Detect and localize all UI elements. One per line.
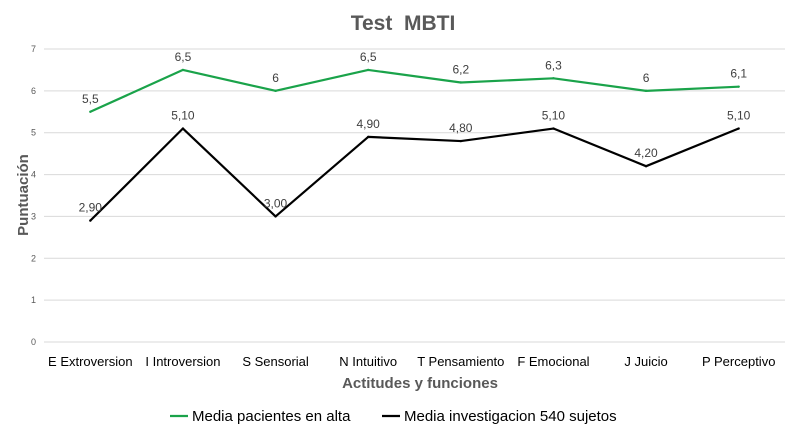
data-point [459,81,463,84]
y-tick-label: 6 [31,86,36,96]
data-point [89,219,92,222]
data-point [366,68,370,72]
x-tick-label: I Introversion [145,354,220,369]
y-axis-ticks: 0 1 2 3 4 5 6 7 [31,44,36,347]
data-point [737,85,740,88]
data-label: 5,10 [542,109,566,123]
data-label: 4,90 [357,117,381,131]
legend: Media pacientes en alta Media investigaci… [170,408,617,425]
data-label: 5,5 [82,92,99,106]
data-label: 6,2 [452,62,469,76]
data-point [644,165,648,168]
data-label: 6,3 [545,58,562,72]
x-tick-label: S Sensorial [242,354,309,369]
data-label: 4,20 [634,146,658,160]
data-label: 4,80 [449,121,473,135]
legend-label: Media investigacion 540 sujetos [404,408,617,425]
data-point [181,68,185,72]
data-point [274,215,277,218]
data-point [552,77,555,80]
x-tick-label: T Pensamiento [417,354,504,369]
data-point [737,127,740,130]
data-label: 3,00 [264,196,288,210]
y-tick-label: 7 [31,44,36,54]
data-label: 2,90 [79,201,103,215]
data-label: 6,5 [360,50,377,64]
x-tick-label: E Extroversion [48,354,133,369]
data-point [459,139,463,143]
data-point [89,110,92,113]
x-axis-ticks: E Extroversion I Introversion S Sensorial N… [48,354,775,369]
x-axis-title: Actitudes y funciones [342,375,498,392]
y-tick-label: 2 [31,253,36,263]
data-point [366,135,370,139]
y-tick-label: 5 [31,128,36,138]
data-point [181,127,185,130]
y-tick-label: 0 [31,337,36,347]
y-tick-label: 1 [31,295,36,305]
data-point [552,127,555,130]
data-label: 5,10 [727,109,751,123]
series-line-2 [89,127,740,222]
x-tick-label: F Emocional [517,354,589,369]
legend-label: Media pacientes en alta [192,408,351,425]
y-axis-title: Puntuación [15,154,32,236]
data-label: 6,1 [730,67,747,81]
y-tick-label: 3 [31,211,36,221]
x-tick-label: N Intuitivo [339,354,397,369]
y-tick-label: 4 [31,170,36,180]
gridlines [44,48,785,343]
x-tick-label: J Juicio [624,354,667,369]
data-point [274,89,277,93]
chart-title: Test MBTI [351,12,456,35]
data-label: 6 [643,71,650,85]
series-line-1 [89,68,739,113]
series-lines [89,68,740,222]
data-labels: 5,5 6,5 6 6,5 6,2 6,3 6 6,1 2,90 5,10 3,00 4,90 4,80… [79,50,751,215]
data-label: 6,5 [175,50,192,64]
data-label: 6 [272,71,279,85]
x-tick-label: P Perceptivo [702,354,775,369]
data-label: 5,10 [171,109,195,123]
data-point [644,89,648,93]
